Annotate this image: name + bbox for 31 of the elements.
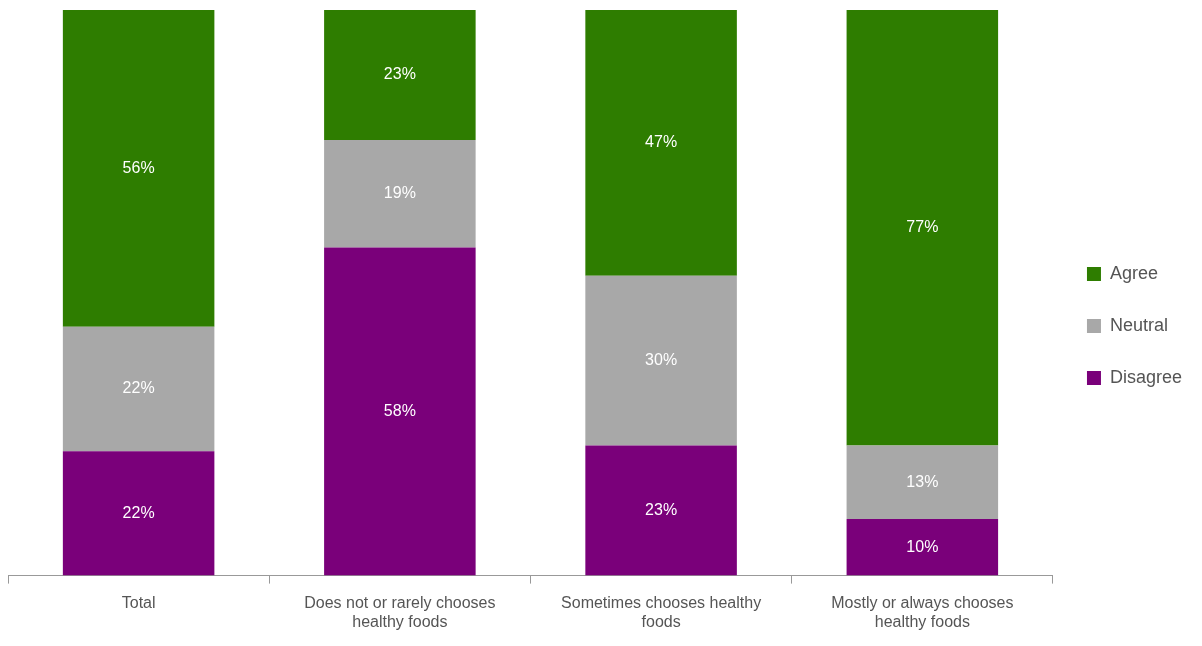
- bar: [324, 10, 476, 141]
- bar: [62, 326, 215, 452]
- x-tick-label: Total: [121, 593, 156, 611]
- bar: [585, 275, 737, 446]
- bar: [324, 247, 476, 576]
- data-label: 56%: [122, 158, 155, 176]
- data-label: 58%: [383, 401, 416, 419]
- x-tick-label: Mostly or always chooses healthy foods: [831, 593, 1014, 630]
- data-label: 13%: [906, 472, 939, 490]
- data-label: 22%: [122, 379, 155, 397]
- legend-label: Disagree: [1109, 366, 1183, 387]
- bar: [846, 519, 999, 576]
- data-label: 10%: [906, 537, 939, 555]
- data-label: 23%: [645, 500, 678, 518]
- legend-label: Neutral: [1109, 314, 1168, 335]
- x-tick-label: Does not or rarely chooses healthy foods: [304, 593, 496, 630]
- x-tick-label: Sometimes chooses healthy foods: [561, 593, 762, 630]
- data-label: 47%: [645, 133, 678, 151]
- bar: [846, 445, 999, 520]
- bar: [846, 10, 999, 446]
- data-label: 30%: [645, 351, 678, 369]
- data-label: 77%: [906, 218, 939, 236]
- bar: [324, 140, 476, 248]
- data-label: 22%: [122, 503, 155, 521]
- data-label: 23%: [383, 65, 416, 83]
- bar: [585, 445, 737, 576]
- legend-label: Agree: [1109, 262, 1159, 283]
- data-label: 19%: [383, 184, 416, 202]
- bar: [62, 10, 215, 327]
- bar: [62, 451, 215, 576]
- bar: [585, 10, 737, 276]
